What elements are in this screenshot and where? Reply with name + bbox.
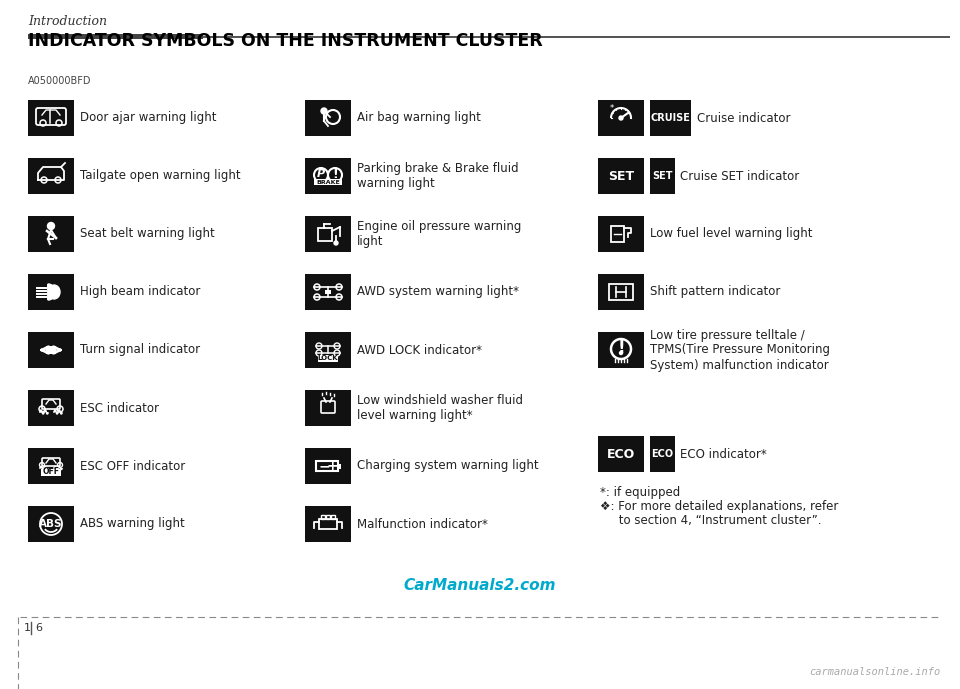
Bar: [598, 158, 644, 194]
Text: ABS warning light: ABS warning light: [80, 517, 184, 531]
Text: ESC indicator: ESC indicator: [80, 402, 159, 415]
Bar: [305, 274, 351, 310]
Text: Seat belt warning light: Seat belt warning light: [80, 227, 215, 240]
Bar: [650, 100, 691, 136]
Circle shape: [619, 116, 623, 120]
Text: Cruise indicator: Cruise indicator: [697, 112, 790, 125]
Bar: [28, 274, 74, 310]
Text: SET: SET: [608, 169, 634, 183]
Text: −: −: [318, 459, 330, 473]
Text: Cruise SET indicator: Cruise SET indicator: [681, 169, 800, 183]
Text: ECO: ECO: [607, 448, 636, 461]
Text: 6: 6: [35, 623, 42, 633]
Text: ❖: For more detailed explanations, refer: ❖: For more detailed explanations, refer: [600, 500, 838, 513]
Text: Low tire pressure telltale /
TPMS(Tire Pressure Monitoring
System) malfunction i: Low tire pressure telltale / TPMS(Tire P…: [650, 329, 830, 371]
Bar: [305, 100, 351, 136]
Bar: [314, 179, 342, 185]
Text: *: *: [610, 105, 614, 114]
Ellipse shape: [48, 285, 60, 299]
Bar: [319, 519, 337, 529]
Bar: [611, 226, 624, 242]
Text: Turn signal indicator: Turn signal indicator: [80, 344, 200, 356]
Text: Charging system warning light: Charging system warning light: [357, 460, 539, 473]
Text: INDICATOR SYMBOLS ON THE INSTRUMENT CLUSTER: INDICATOR SYMBOLS ON THE INSTRUMENT CLUS…: [28, 32, 542, 50]
Text: High beam indicator: High beam indicator: [80, 285, 201, 298]
Text: SET: SET: [652, 171, 673, 181]
Bar: [598, 274, 644, 310]
Text: CRUISE: CRUISE: [651, 113, 690, 123]
Bar: [28, 216, 74, 252]
Bar: [28, 34, 203, 39]
Bar: [305, 506, 351, 542]
Bar: [305, 448, 351, 484]
Text: Low windshield washer fluid
level warning light*: Low windshield washer fluid level warnin…: [357, 394, 523, 422]
Text: LOCK: LOCK: [318, 355, 338, 361]
Bar: [326, 515, 330, 519]
Bar: [598, 100, 644, 136]
Text: *: if equipped: *: if equipped: [600, 486, 681, 500]
Bar: [598, 436, 644, 473]
Text: Malfunction indicator*: Malfunction indicator*: [357, 517, 488, 531]
Bar: [28, 158, 74, 194]
Text: P: P: [317, 169, 325, 179]
Text: 1: 1: [24, 623, 31, 633]
Circle shape: [619, 351, 622, 355]
Bar: [37, 282, 53, 302]
Bar: [331, 515, 335, 519]
Text: Low fuel level warning light: Low fuel level warning light: [650, 227, 812, 240]
Circle shape: [47, 223, 55, 229]
Text: Parking brake & Brake fluid
warning light: Parking brake & Brake fluid warning ligh…: [357, 162, 518, 190]
Text: AWD system warning light*: AWD system warning light*: [357, 285, 519, 298]
Wedge shape: [48, 284, 56, 300]
Text: BRAKE: BRAKE: [316, 180, 340, 185]
Bar: [598, 216, 644, 252]
Text: Door ajar warning light: Door ajar warning light: [80, 112, 217, 125]
Bar: [318, 355, 338, 362]
Bar: [41, 469, 61, 476]
Text: !: !: [617, 339, 625, 357]
Bar: [325, 290, 331, 294]
Text: AWD LOCK indicator*: AWD LOCK indicator*: [357, 344, 482, 356]
Text: to section 4, “Instrument cluster”.: to section 4, “Instrument cluster”.: [600, 515, 822, 527]
Bar: [650, 158, 675, 194]
Text: Introduction: Introduction: [28, 15, 107, 28]
Circle shape: [321, 108, 327, 114]
Text: carmanualsonline.info: carmanualsonline.info: [808, 667, 940, 677]
Bar: [305, 390, 351, 426]
Text: CarManuals2.com: CarManuals2.com: [404, 578, 556, 593]
Bar: [28, 390, 74, 426]
Bar: [46, 346, 56, 354]
Bar: [28, 332, 74, 368]
Bar: [305, 332, 351, 368]
Text: Tailgate open warning light: Tailgate open warning light: [80, 169, 241, 183]
Bar: [321, 515, 325, 519]
Text: Engine oil pressure warning
light: Engine oil pressure warning light: [357, 220, 521, 248]
Bar: [598, 332, 644, 368]
Bar: [316, 461, 338, 471]
Text: ESC OFF indicator: ESC OFF indicator: [80, 460, 185, 473]
Bar: [609, 284, 633, 300]
Text: !: !: [332, 167, 338, 181]
Text: ABS: ABS: [39, 519, 62, 529]
Text: +: +: [326, 459, 338, 473]
Text: ECO: ECO: [651, 449, 673, 460]
Bar: [305, 216, 351, 252]
Text: Shift pattern indicator: Shift pattern indicator: [650, 285, 780, 298]
Bar: [28, 100, 74, 136]
Circle shape: [334, 241, 338, 245]
Bar: [28, 448, 74, 484]
Text: A050000BFD: A050000BFD: [28, 76, 91, 86]
Text: OFF: OFF: [42, 468, 60, 477]
Bar: [650, 436, 675, 473]
Bar: [318, 228, 332, 241]
Bar: [305, 158, 351, 194]
Bar: [338, 464, 341, 469]
Text: ECO indicator*: ECO indicator*: [681, 448, 767, 461]
Bar: [203, 36, 950, 38]
Text: Air bag warning light: Air bag warning light: [357, 112, 481, 125]
Bar: [28, 506, 74, 542]
